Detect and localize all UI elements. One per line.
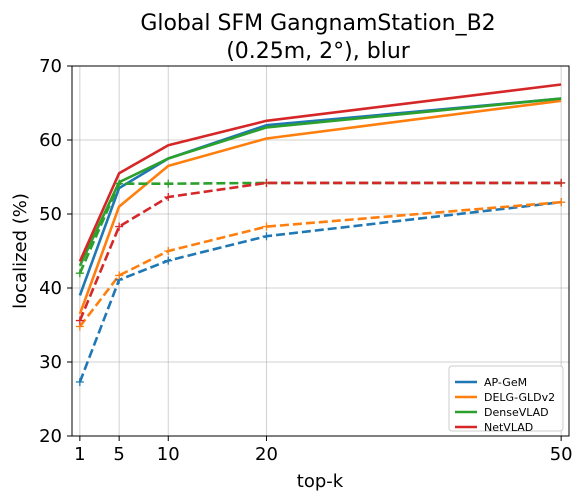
- data-point-ap-gem: [75, 377, 84, 386]
- series-lines: [78, 83, 562, 383]
- data-point-delg-gldv2: [557, 198, 566, 207]
- series-line-densevlad-dashed: [78, 181, 562, 274]
- series-line-netvlad-dashed: [78, 181, 562, 322]
- plot-frame: [71, 65, 570, 437]
- x-tick-label: 5: [113, 444, 124, 465]
- x-axis-ticks: 1 5 10 20 50: [74, 436, 573, 465]
- x-axis-label: top-k: [297, 471, 344, 492]
- series-line-densevlad-solid: [78, 97, 562, 267]
- y-tick-label: 20: [39, 426, 62, 447]
- x-tick-label: 10: [157, 444, 180, 465]
- y-axis-ticks: 20 30 40 50 60 70: [39, 56, 72, 447]
- y-tick-label: 60: [39, 130, 62, 151]
- x-tick-label: 20: [255, 444, 278, 465]
- data-point-densevlad: [164, 179, 173, 188]
- y-tick-label: 30: [39, 352, 62, 373]
- data-point-ap-gem: [262, 232, 271, 241]
- data-point-delg-gldv2: [164, 247, 173, 255]
- legend-label-ap-gem: AP-GeM: [484, 376, 527, 389]
- data-point-densevlad: [115, 179, 124, 188]
- data-point-densevlad: [75, 269, 84, 278]
- y-tick-label: 70: [39, 56, 62, 77]
- data-point-netvlad: [262, 178, 271, 187]
- series-line-ap-gem-dashed: [78, 200, 562, 383]
- series-line-netvlad-solid: [78, 83, 562, 262]
- data-point-delg-gldv2: [262, 222, 271, 231]
- title-line-2: (0.25m, 2°), blur: [226, 39, 411, 64]
- legend-box: [448, 365, 564, 432]
- data-point-netvlad: [164, 192, 173, 201]
- legend-label-densevlad: DenseVLAD: [484, 406, 549, 419]
- y-axis-label: localized (%): [10, 193, 31, 309]
- series-line-delg-gldv2-solid: [78, 99, 562, 315]
- y-tick-label: 40: [39, 278, 62, 299]
- title-line-1: Global SFM GangnamStation_B2: [140, 11, 495, 36]
- data-point-ap-gem: [164, 256, 173, 265]
- legend-label-delg-gldv2: DELG-GLDv2: [484, 391, 555, 404]
- series-markers: [75, 178, 566, 386]
- x-tick-label: 50: [550, 444, 573, 465]
- legend: AP-GeM DELG-GLDv2 DenseVLAD NetVLAD: [448, 365, 564, 434]
- data-point-delg-gldv2: [115, 271, 124, 280]
- x-tick-label: 1: [74, 444, 85, 465]
- data-point-netvlad: [557, 178, 566, 187]
- data-point-netvlad: [115, 222, 124, 231]
- data-point-netvlad: [75, 316, 84, 325]
- legend-label-netvlad: NetVLAD: [484, 421, 533, 434]
- y-tick-label: 50: [39, 204, 62, 225]
- series-line-delg-gldv2-dashed: [78, 200, 562, 328]
- chart-title: Global SFM GangnamStation_B2 (0.25m, 2°)…: [140, 11, 495, 64]
